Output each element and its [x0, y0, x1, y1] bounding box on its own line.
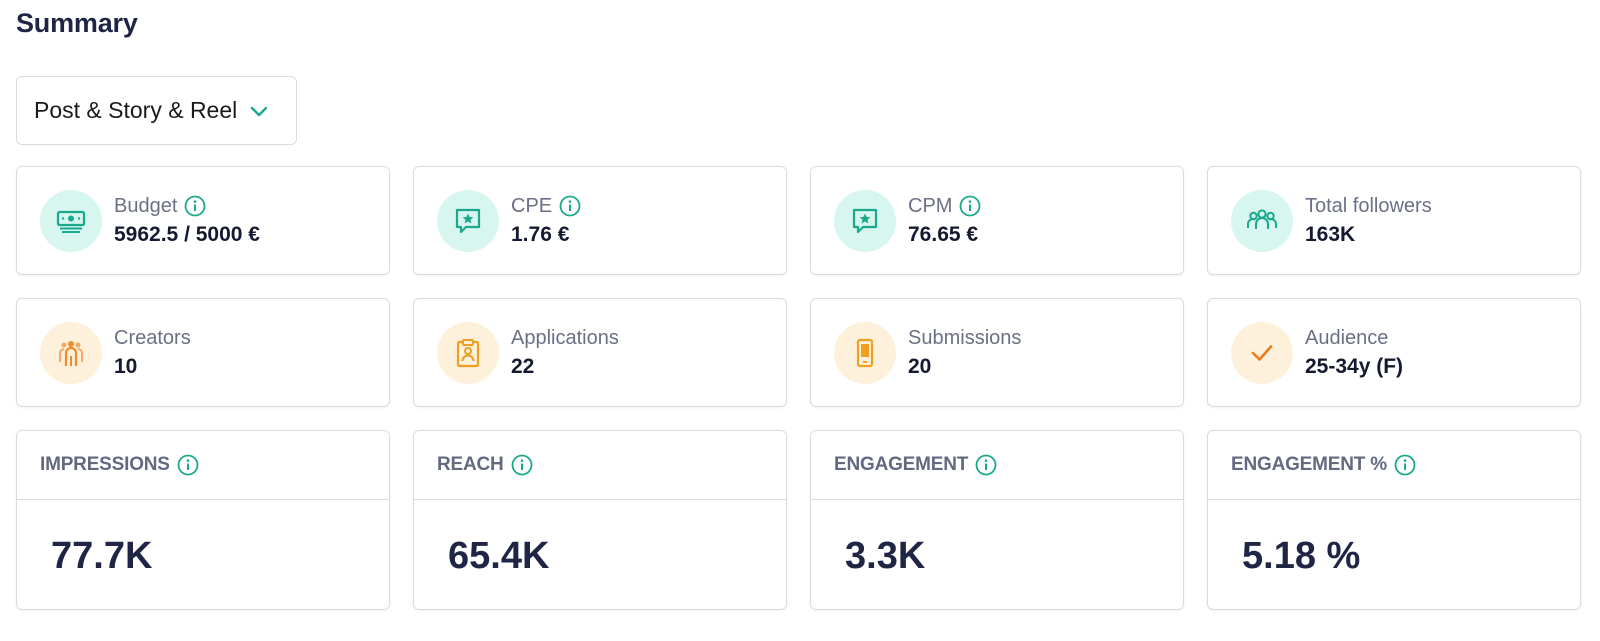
engagement-value: 3.3K: [845, 535, 926, 577]
cpe-card: CPE 1.76 €: [413, 166, 787, 275]
engagement-rate-label: ENGAGEMENT %: [1231, 454, 1387, 475]
reach-label: REACH: [437, 454, 504, 475]
submissions-value: 20: [908, 355, 932, 378]
content-type-dropdown[interactable]: Post & Story & Reel: [16, 76, 297, 145]
check-icon: [1231, 321, 1293, 384]
creators-value: 10: [114, 355, 138, 378]
engagement-card: ENGAGEMENT 3.3K: [810, 430, 1184, 610]
info-icon[interactable]: [177, 454, 199, 476]
audience-value: 25-34y (F): [1305, 355, 1404, 378]
budget-card: Budget 5962.5 / 5000 €: [16, 166, 390, 275]
creators-label: Creators: [114, 327, 191, 349]
page-title: Summary: [16, 8, 138, 38]
cpm-label: CPM: [908, 195, 953, 217]
cpe-value: 1.76 €: [511, 223, 570, 246]
star-chat-icon: [437, 189, 499, 252]
impressions-label: IMPRESSIONS: [40, 454, 170, 475]
submissions-label: Submissions: [908, 327, 1022, 349]
info-icon[interactable]: [511, 454, 533, 476]
chevron-down-icon: [249, 101, 269, 121]
info-icon[interactable]: [184, 195, 206, 217]
applications-card: Applications 22: [413, 298, 787, 407]
cpm-card: CPM 76.65 €: [810, 166, 1184, 275]
cpm-value: 76.65 €: [908, 223, 979, 246]
creators-icon: [40, 321, 102, 384]
impressions-value: 77.7K: [51, 535, 153, 577]
info-icon[interactable]: [559, 195, 581, 217]
reach-value: 65.4K: [448, 535, 550, 577]
engagement-rate-card: ENGAGEMENT % 5.18 %: [1207, 430, 1581, 610]
cpe-label: CPE: [511, 195, 553, 217]
phone-icon: [834, 321, 896, 384]
applications-value: 22: [511, 355, 535, 378]
audience-label: Audience: [1305, 327, 1389, 349]
star-chat-icon: [834, 189, 896, 252]
applications-label: Applications: [511, 327, 619, 349]
impressions-card: IMPRESSIONS 77.7K: [16, 430, 390, 610]
info-icon[interactable]: [975, 454, 997, 476]
total-followers-card: Total followers 163K: [1207, 166, 1581, 275]
creators-card: Creators 10: [16, 298, 390, 407]
engagement-label: ENGAGEMENT: [834, 454, 969, 475]
total-followers-value: 163K: [1305, 223, 1356, 246]
group-icon: [1231, 189, 1293, 252]
info-icon[interactable]: [959, 195, 981, 217]
info-icon[interactable]: [1394, 454, 1416, 476]
clipboard-user-icon: [437, 321, 499, 384]
dropdown-selected-value: Post & Story & Reel: [34, 97, 238, 123]
reach-card: REACH 65.4K: [413, 430, 787, 610]
audience-card: Audience 25-34y (F): [1207, 298, 1581, 407]
money-icon: [40, 189, 102, 252]
engagement-rate-value: 5.18 %: [1242, 535, 1361, 577]
budget-label: Budget: [114, 195, 178, 217]
total-followers-label: Total followers: [1305, 195, 1432, 217]
budget-value: 5962.5 / 5000 €: [114, 223, 260, 246]
submissions-card: Submissions 20: [810, 298, 1184, 407]
